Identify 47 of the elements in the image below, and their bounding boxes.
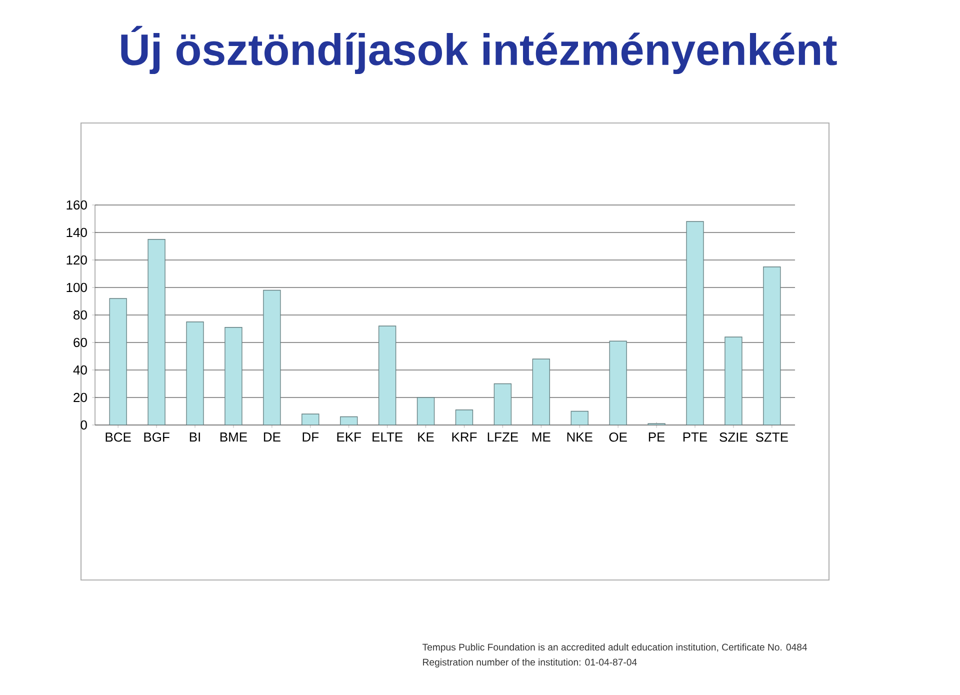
bar <box>724 336 742 425</box>
x-tick-label: PTE <box>683 432 708 442</box>
bar <box>686 221 704 425</box>
x-tick-label: SZTE <box>756 432 788 442</box>
x-tick-label: ME <box>532 432 550 442</box>
x-tick-label: NKE <box>567 432 592 442</box>
chart-title: Új ösztöndíjasok intézményenként <box>121 26 837 74</box>
y-tick-label: 160 <box>66 200 87 210</box>
x-tick-label: EKF <box>337 432 361 442</box>
x-tick-label: BCE <box>106 432 131 442</box>
bar <box>224 327 242 425</box>
y-tick-label: 0 <box>80 420 87 430</box>
x-tick-label: BGF <box>144 432 170 442</box>
bar <box>416 397 435 425</box>
x-tick-label: BME <box>220 432 247 442</box>
x-tick-label: LFZE <box>488 432 518 442</box>
y-tick-label: 60 <box>74 338 87 348</box>
text: Tempus Public Foundation is an accredited adult education institution, Certificate No. 0484 <box>422 644 808 652</box>
x-tick-label: DE <box>264 432 280 442</box>
bar <box>609 340 627 425</box>
bar <box>148 239 166 425</box>
y-tick-label: 20 <box>74 392 87 402</box>
bar <box>378 326 396 425</box>
y-tick-label: 120 <box>66 255 87 265</box>
bar <box>340 416 358 425</box>
bar <box>109 298 127 425</box>
x-tick-label: DF <box>302 432 319 442</box>
x-tick-label: BI <box>190 432 200 442</box>
x-tick-label: PE <box>648 432 665 442</box>
y-tick-label: 40 <box>73 365 87 375</box>
bar <box>763 266 781 425</box>
y-tick-label: 80 <box>74 310 87 320</box>
bar <box>263 290 281 425</box>
y-tick-label: 140 <box>66 228 87 238</box>
bar <box>186 322 204 425</box>
bar <box>570 410 588 425</box>
bar <box>302 414 320 425</box>
bar <box>494 383 512 425</box>
x-tick-label: KE <box>418 432 434 442</box>
text: Registration number of the institution: 01-04-87-04 <box>423 658 637 668</box>
x-tick-label: KRF <box>452 432 477 442</box>
bar <box>455 410 474 425</box>
y-tick-label: 100 <box>66 282 87 292</box>
x-tick-label: ELTE <box>372 432 403 442</box>
x-tick-label: SZIE <box>720 432 748 442</box>
bar <box>532 358 550 425</box>
x-tick-label: OE <box>609 432 627 442</box>
